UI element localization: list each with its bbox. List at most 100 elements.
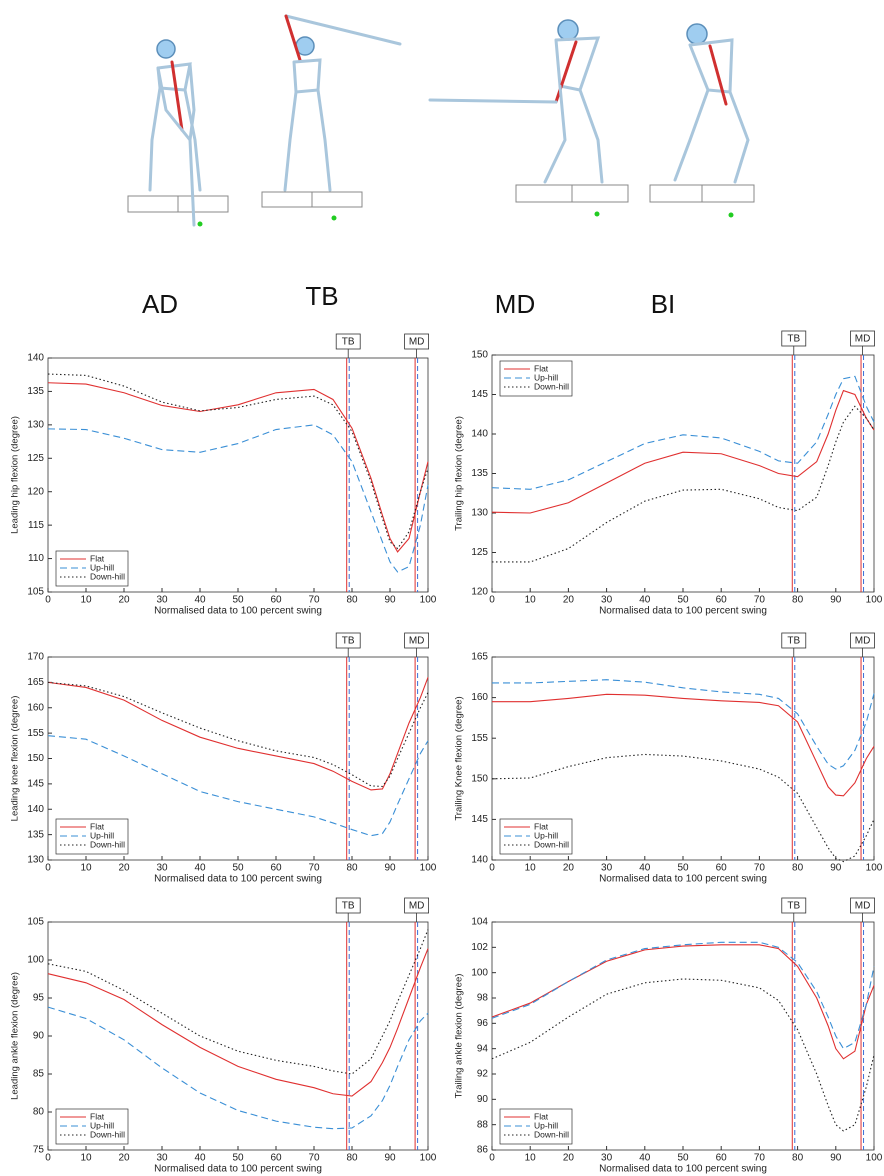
legend-label: Down-hill [90,1129,125,1139]
x-tick-label: 80 [792,863,804,874]
x-tick-label: 90 [384,595,396,606]
y-tick-label: 140 [471,855,488,866]
y-tick-label: 105 [27,917,44,928]
y-tick-label: 160 [27,702,44,713]
legend-label: Up-hill [90,562,114,572]
phase-box-label: MD [855,636,871,647]
y-tick-label: 100 [471,967,488,978]
phase-label: MD [495,289,535,319]
legend-label: Up-hill [534,372,558,382]
legend-label: Down-hill [534,1129,569,1139]
y-tick-label: 135 [27,386,44,397]
x-tick-label: 90 [830,863,842,874]
x-tick-label: 10 [80,595,92,606]
y-tick-label: 96 [477,1018,489,1029]
x-tick-label: 60 [270,863,282,874]
legend-label: Up-hill [534,1120,558,1130]
y-tick-label: 120 [27,486,44,497]
y-tick-label: 88 [477,1119,489,1130]
y-tick-label: 140 [27,353,44,364]
phase-box-label: MD [409,337,425,348]
x-tick-label: 40 [194,863,206,874]
series-line [47,382,429,553]
y-tick-label: 100 [27,955,44,966]
y-tick-label: 170 [27,652,44,663]
y-tick-label: 105 [27,587,44,598]
x-tick-label: 70 [754,863,766,874]
series-line [492,679,875,770]
phase-box-label: TB [787,636,800,647]
phase-box [335,333,361,350]
phase-box-label: MD [855,901,871,912]
legend-label: Flat [534,363,549,373]
y-tick-label: 165 [27,677,44,688]
x-tick-label: 50 [232,595,244,606]
series-line [491,944,875,1060]
y-tick-label: 86 [477,1145,489,1156]
phase-label: BI [651,289,676,319]
series-line [491,753,875,863]
x-tick-label: 60 [716,595,728,606]
x-tick-label: 80 [346,595,358,606]
phase-box-label: MD [855,334,871,345]
legend-box [499,1108,573,1145]
x-tick-label: 40 [639,863,651,874]
x-tick-label: 20 [118,1153,130,1164]
y-tick-label: 145 [471,389,488,400]
legend-label: Flat [90,553,105,563]
x-axis-label: Normalised data to 100 percent swing [599,1164,767,1175]
x-tick-label: 40 [639,595,651,606]
legend-label: Flat [90,1111,105,1121]
x-tick-label: 100 [420,595,437,606]
y-tick-label: 135 [27,829,44,840]
phase-box [404,333,430,350]
y-tick-label: 80 [33,1107,45,1118]
x-tick-label: 0 [45,595,51,606]
y-tick-label: 110 [28,553,44,564]
x-tick-label: 80 [792,1153,804,1164]
x-tick-label: 100 [866,863,883,874]
x-tick-label: 100 [420,1153,437,1164]
y-tick-label: 165 [471,652,488,663]
y-tick-label: 150 [471,773,488,784]
phase-box-label: TB [787,901,800,912]
phase-box-label: TB [342,337,355,348]
phase-box [781,632,807,649]
legend-label: Up-hill [90,1120,114,1130]
x-tick-label: 40 [194,595,206,606]
phase-box [781,897,807,914]
phase-label: AD [142,289,178,319]
y-axis-label: Leading ankle flexion (degree) [10,972,21,1100]
y-tick-label: 160 [471,692,488,703]
x-tick-label: 30 [601,595,613,606]
series-line [47,735,429,837]
x-tick-label: 100 [420,863,437,874]
y-tick-label: 145 [471,814,488,825]
x-tick-label: 50 [677,863,689,874]
x-tick-label: 70 [308,1153,320,1164]
x-tick-label: 30 [601,863,613,874]
x-axis-label: Normalised data to 100 percent swing [154,874,322,885]
legend-label: Down-hill [534,839,569,849]
series-line [491,375,875,490]
x-tick-label: 10 [525,1153,537,1164]
phase-label: TB [305,281,338,311]
x-tick-label: 0 [45,1153,51,1164]
x-tick-label: 20 [118,595,130,606]
legend-label: Up-hill [534,830,558,840]
x-tick-label: 70 [308,863,320,874]
x-tick-label: 60 [716,1153,728,1164]
x-tick-label: 80 [792,595,804,606]
series-line [491,389,875,514]
phase-box-label: TB [342,901,355,912]
legend-box [499,818,573,855]
x-axis-label: Normalised data to 100 percent swing [599,606,767,617]
y-tick-label: 90 [477,1094,489,1105]
x-tick-label: 0 [45,863,51,874]
y-tick-label: 155 [471,733,488,744]
legend-label: Up-hill [90,830,114,840]
x-tick-label: 90 [830,595,842,606]
legend-label: Flat [534,821,549,831]
phase-box-label: MD [409,901,425,912]
y-tick-label: 85 [33,1069,45,1080]
